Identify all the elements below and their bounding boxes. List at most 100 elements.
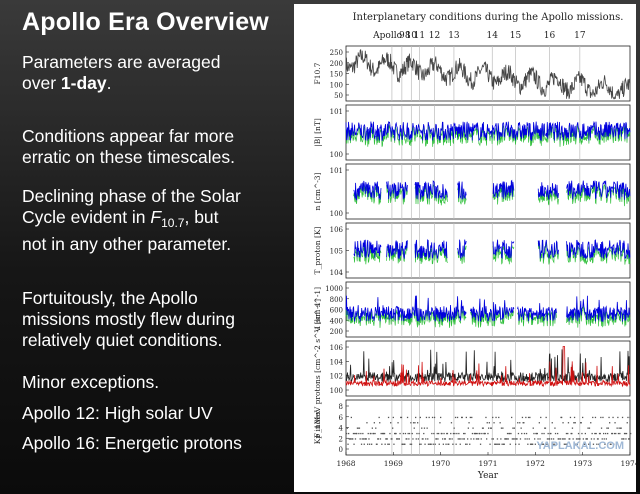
kp-point	[519, 422, 521, 424]
kp-point	[515, 438, 517, 440]
kp-point	[521, 416, 524, 419]
kp-point	[484, 432, 486, 435]
kp-point	[559, 443, 561, 445]
bullet-fortuitously-line3: relatively quiet conditions.	[22, 330, 223, 350]
kp-point	[528, 438, 530, 440]
kp-point	[354, 432, 356, 435]
y-tick-label: 6	[339, 414, 344, 422]
kp-point	[462, 438, 464, 440]
kp-point	[518, 443, 520, 445]
slide-title: Apollo Era Overview	[22, 8, 269, 36]
kp-point	[421, 438, 423, 440]
kp-point	[564, 438, 566, 440]
series-line-temperature	[353, 239, 631, 260]
kp-point	[500, 427, 503, 429]
kp-point	[584, 443, 586, 445]
kp-point	[571, 427, 574, 429]
kp-point	[446, 432, 448, 435]
kp-point	[384, 443, 386, 445]
kp-point	[554, 427, 556, 429]
kp-point	[442, 438, 444, 440]
kp-point	[367, 432, 369, 435]
kp-point	[377, 438, 379, 440]
kp-point	[492, 416, 494, 419]
kp-point	[552, 443, 554, 445]
kp-point	[396, 438, 398, 440]
kp-point	[496, 438, 499, 440]
kp-point	[376, 443, 378, 445]
kp-point	[612, 416, 614, 419]
kp-point	[551, 422, 553, 424]
kp-point	[625, 438, 627, 440]
chart-figure: Interplanetary conditions during the Apo…	[294, 4, 636, 492]
y-tick-label: 101	[330, 167, 343, 175]
mission-label: 12	[429, 31, 440, 41]
kp-point	[449, 438, 451, 440]
kp-point	[550, 432, 552, 435]
kp-point	[569, 416, 572, 419]
kp-point	[584, 432, 586, 435]
kp-point	[442, 443, 444, 445]
kp-point	[490, 427, 492, 429]
kp-point	[367, 443, 369, 445]
kp-point	[616, 427, 618, 429]
kp-point	[400, 416, 402, 419]
y-tick-label: 100	[330, 81, 343, 89]
x-tick-label: 1969	[384, 459, 403, 468]
kp-point	[493, 422, 495, 424]
y-tick-label: 800	[330, 296, 343, 304]
kp-point	[549, 432, 551, 435]
kp-point	[544, 427, 547, 429]
kp-point	[537, 438, 539, 440]
kp-point	[412, 422, 415, 424]
kp-point	[529, 416, 531, 419]
kp-point	[617, 416, 619, 419]
mission-label: Apollo 8	[372, 31, 411, 41]
kp-point	[481, 432, 483, 435]
kp-point	[468, 422, 470, 424]
kp-point	[490, 427, 492, 429]
kp-point	[523, 432, 526, 435]
kp-point	[473, 438, 475, 440]
kp-point	[433, 432, 435, 435]
kp-point	[534, 438, 536, 440]
kp-point	[387, 416, 390, 419]
kp-point	[420, 443, 422, 445]
kp-point	[509, 432, 511, 435]
series-line-speed-secondary	[345, 299, 631, 328]
kp-point	[450, 432, 452, 435]
series-line-imf	[345, 120, 631, 142]
kp-point	[532, 443, 534, 445]
kp-point	[351, 438, 353, 440]
kp-point	[410, 443, 413, 445]
kp-point	[532, 427, 534, 429]
kp-point	[438, 432, 440, 435]
kp-point	[501, 443, 503, 445]
kp-point	[471, 416, 473, 419]
y-tick-label: 102	[330, 373, 343, 381]
kp-point	[521, 432, 523, 435]
kp-point	[548, 438, 550, 440]
kp-point	[421, 427, 423, 429]
kp-point	[538, 443, 540, 445]
y-tick-label: 150	[330, 71, 343, 79]
series-line-speed	[345, 295, 631, 323]
kp-point	[505, 438, 507, 440]
bullet-averaging: Parameters are averaged over 1-day.	[22, 52, 220, 94]
kp-point	[400, 416, 403, 419]
kp-point	[356, 427, 359, 429]
kp-point	[415, 438, 417, 440]
y-tick-label: 8	[339, 403, 343, 411]
kp-point	[436, 432, 438, 435]
kp-point	[494, 443, 497, 445]
kp-point	[419, 443, 421, 445]
bullet-apollo-16: Apollo 16: Energetic protons	[22, 433, 242, 453]
kp-point	[558, 438, 560, 440]
kp-point	[385, 438, 387, 440]
kp-point	[456, 432, 458, 435]
kp-point	[496, 443, 498, 445]
bullet-solar-cycle-line1: Declining phase of the Solar	[22, 186, 241, 206]
kp-point	[566, 443, 568, 445]
kp-point	[588, 443, 590, 445]
kp-point	[427, 438, 429, 440]
